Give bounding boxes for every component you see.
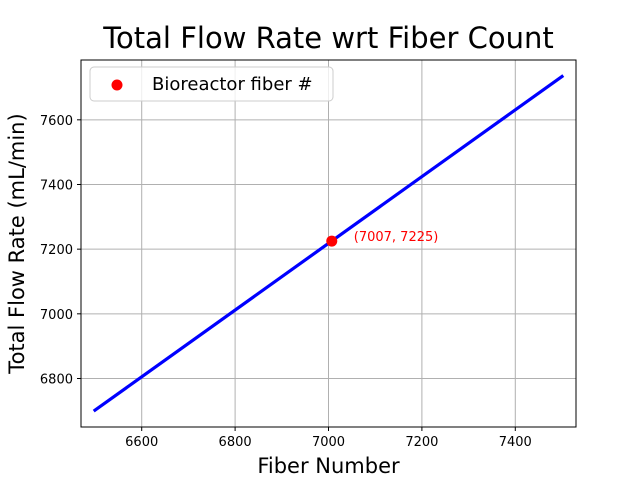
x-tick-label: 6800: [219, 435, 252, 450]
legend-marker: [111, 79, 123, 91]
x-tick-label: 6600: [125, 435, 158, 450]
x-axis-title: Fiber Number: [257, 454, 400, 478]
x-tick-label: 7200: [405, 435, 438, 450]
annotations: (7007, 7225): [354, 230, 439, 245]
y-axis-title: Total Flow Rate (mL/min): [5, 113, 29, 374]
point-annotation: (7007, 7225): [354, 230, 439, 245]
y-tick-label: 7400: [40, 178, 73, 193]
bioreactor-point: [326, 235, 338, 247]
legend: Bioreactor fiber #: [89, 66, 334, 102]
y-tick-label: 7600: [40, 114, 73, 129]
y-tick-label: 7200: [40, 243, 73, 258]
legend-box: [89, 66, 334, 102]
x-tick-label: 7000: [312, 435, 345, 450]
plot-series: [92, 74, 565, 413]
legend-label: Bioreactor fiber #: [152, 74, 313, 95]
chart-title: Total Flow Rate wrt Fiber Count: [102, 21, 553, 55]
x-tick-label: 7400: [499, 435, 532, 450]
y-tick-label: 7000: [40, 308, 73, 323]
axis-ticks: 6600 6800 7000 7200 7400 6800 7000 7200 7400 7600: [40, 114, 532, 450]
y-tick-label: 6800: [40, 372, 73, 387]
